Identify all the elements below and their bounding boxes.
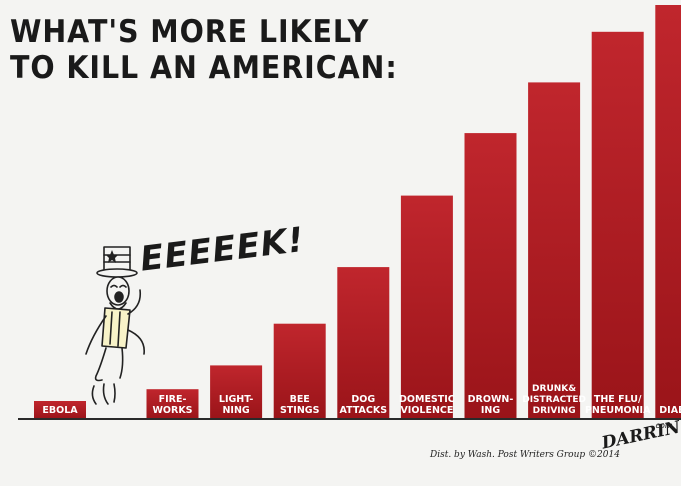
title-line-2: TO KILL AN AMERICAN: [10,50,398,86]
bar [655,5,681,419]
bar-label: FIRE- [159,394,187,405]
uncle-sam-illustration [85,246,145,405]
bar [146,389,199,419]
bar [337,267,390,419]
bar [464,133,517,419]
bars-group [34,5,681,420]
bar-label: PNEUMONIA [585,405,651,416]
signature-suffix: .com [653,421,673,430]
bar-label: DISTRACTED [522,395,586,405]
bar-label: EBOLA [42,405,78,416]
bar [591,31,644,420]
bar [34,401,86,419]
bar-label: THE FLU/ [594,394,642,405]
bar-label: DRIVING [533,406,576,416]
bar-label: DIAB [659,405,681,416]
bar-label: DOMESTIC [399,394,455,405]
bar [210,365,263,419]
bar-label: VIOLENCE [400,405,453,416]
bar [273,323,326,419]
bar-label: DRUNK& [532,384,576,394]
title-line-1: WHAT'S MORE LIKELY [10,14,370,50]
bar-label: ING [481,405,500,416]
bar-label: WORKS [152,405,192,416]
bar-label: STINGS [280,405,320,416]
bar-label: DROWN- [468,394,514,405]
bar-label: NING [222,405,249,416]
bar [400,195,453,419]
bar-label: ATTACKS [340,405,388,416]
bar-label: LIGHT- [219,394,253,405]
bar [528,82,581,420]
bar-label: DOG [351,394,375,405]
distribution-credit: Dist. by Wash. Post Writers Group ©2014 [430,450,620,460]
bar-label: BEE [290,394,310,405]
chart-title: WHAT'S MORE LIKELY TO KILL AN AMERICAN: [10,14,398,86]
